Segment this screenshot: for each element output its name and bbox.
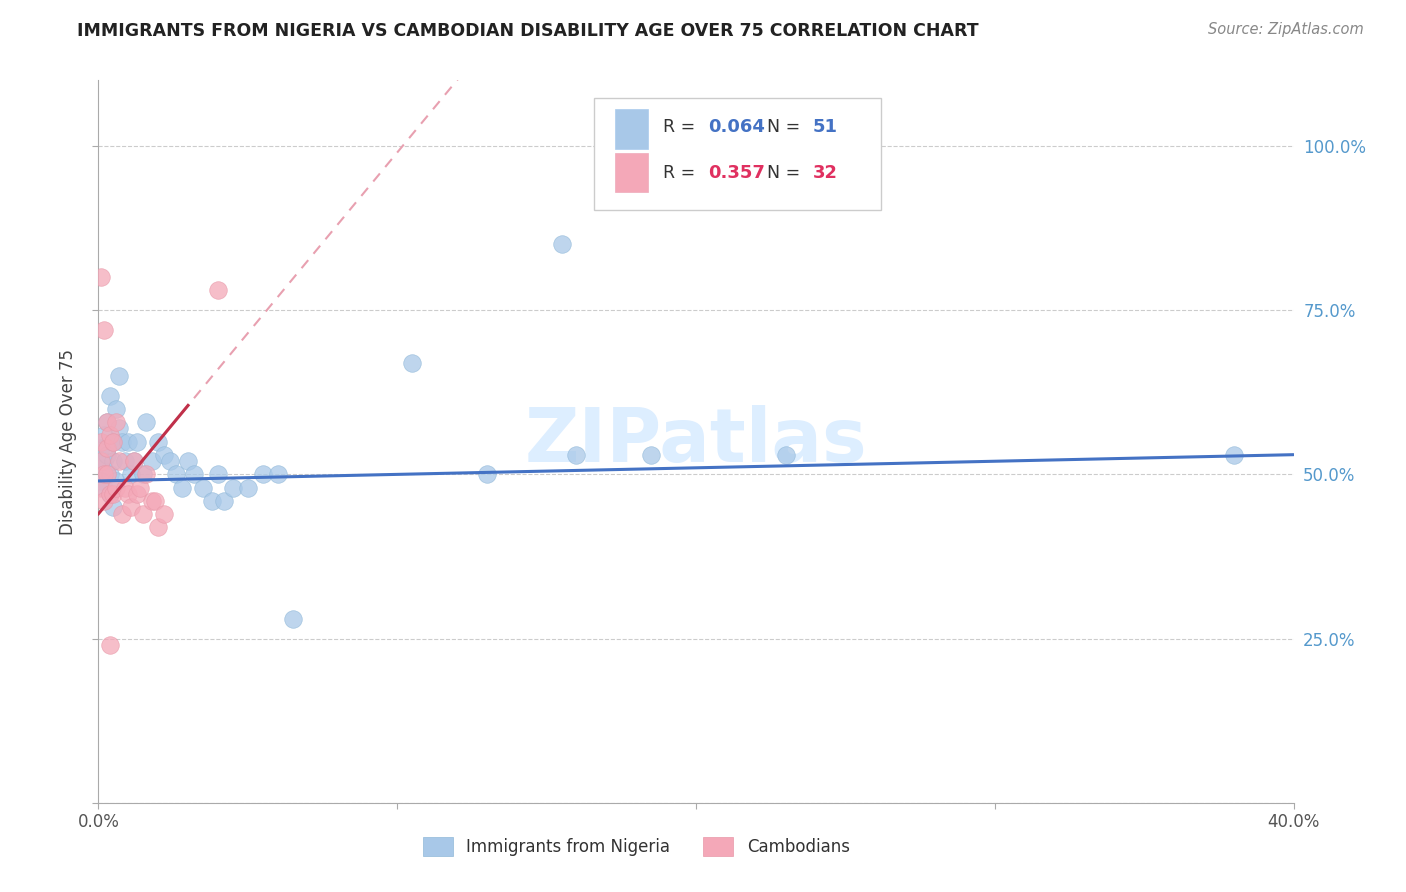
Point — [90, 474, 112, 488]
Point — [108, 454, 131, 468]
Text: IMMIGRANTS FROM NIGERIA VS CAMBODIAN DISABILITY AGE OVER 75 CORRELATION CHART: IMMIGRANTS FROM NIGERIA VS CAMBODIAN DIS… — [77, 22, 979, 40]
Text: 51: 51 — [813, 119, 838, 136]
Point — [96, 441, 118, 455]
Y-axis label: Disability Age Over 75: Disability Age Over 75 — [59, 349, 77, 534]
Text: N =: N = — [756, 119, 806, 136]
FancyBboxPatch shape — [595, 98, 882, 211]
Point — [108, 421, 131, 435]
Text: 0.064: 0.064 — [709, 119, 765, 136]
Point — [141, 454, 163, 468]
Point — [201, 493, 224, 508]
Point — [135, 415, 157, 429]
Point — [222, 481, 245, 495]
Point — [90, 434, 112, 449]
Point — [117, 434, 139, 449]
Point — [105, 415, 128, 429]
Point — [191, 481, 214, 495]
Point — [98, 487, 122, 501]
Point — [96, 467, 118, 482]
Point — [207, 467, 229, 482]
Text: 0.357: 0.357 — [709, 164, 765, 182]
Point — [124, 454, 146, 468]
Point — [98, 638, 122, 652]
Point — [114, 481, 136, 495]
Text: 32: 32 — [813, 164, 838, 182]
Point — [96, 415, 118, 429]
Point — [141, 493, 163, 508]
Point — [90, 481, 112, 495]
Point — [108, 368, 131, 383]
Point — [105, 401, 128, 416]
Point — [640, 448, 662, 462]
Point — [172, 481, 194, 495]
Point — [98, 467, 122, 482]
Point — [120, 467, 142, 482]
Point — [93, 467, 115, 482]
FancyBboxPatch shape — [614, 109, 648, 149]
FancyBboxPatch shape — [614, 153, 648, 193]
Point — [129, 481, 152, 495]
Point — [93, 454, 115, 468]
Point — [475, 467, 498, 482]
Point — [212, 493, 235, 508]
Point — [132, 507, 155, 521]
Point — [159, 454, 181, 468]
Point — [252, 467, 274, 482]
Point — [401, 356, 423, 370]
Point — [775, 448, 797, 462]
Point — [96, 448, 118, 462]
Point — [124, 454, 146, 468]
Legend: Immigrants from Nigeria, Cambodians: Immigrants from Nigeria, Cambodians — [416, 830, 856, 863]
Point — [148, 434, 170, 449]
Point — [114, 454, 136, 468]
Point — [111, 434, 134, 449]
Text: N =: N = — [756, 164, 806, 182]
Point — [103, 434, 125, 449]
Point — [90, 270, 112, 285]
Point — [207, 284, 229, 298]
Point — [148, 520, 170, 534]
Point — [1223, 448, 1246, 462]
Point — [127, 434, 149, 449]
Point — [96, 415, 118, 429]
Point — [236, 481, 259, 495]
Point — [103, 434, 125, 449]
Text: Source: ZipAtlas.com: Source: ZipAtlas.com — [1208, 22, 1364, 37]
Point — [93, 428, 115, 442]
Point — [267, 467, 290, 482]
Point — [143, 493, 166, 508]
Point — [165, 467, 187, 482]
Point — [98, 428, 122, 442]
Point — [565, 448, 588, 462]
Point — [103, 500, 125, 515]
Point — [127, 487, 149, 501]
Point — [281, 612, 304, 626]
Point — [153, 507, 176, 521]
Point — [111, 507, 134, 521]
Point — [177, 454, 200, 468]
Point — [105, 481, 128, 495]
Point — [105, 474, 128, 488]
Point — [153, 448, 176, 462]
Point — [132, 467, 155, 482]
Point — [90, 454, 112, 468]
Text: R =: R = — [662, 164, 700, 182]
Point — [93, 323, 115, 337]
Point — [103, 454, 125, 468]
Point — [96, 467, 118, 482]
Point — [120, 500, 142, 515]
Point — [93, 493, 115, 508]
Point — [103, 487, 125, 501]
Point — [93, 481, 115, 495]
Point — [135, 467, 157, 482]
Text: R =: R = — [662, 119, 700, 136]
Point — [90, 460, 112, 475]
Point — [117, 487, 139, 501]
Point — [98, 388, 122, 402]
Point — [90, 441, 112, 455]
Text: ZIPatlas: ZIPatlas — [524, 405, 868, 478]
Point — [183, 467, 205, 482]
Point — [98, 487, 122, 501]
Point — [550, 237, 572, 252]
